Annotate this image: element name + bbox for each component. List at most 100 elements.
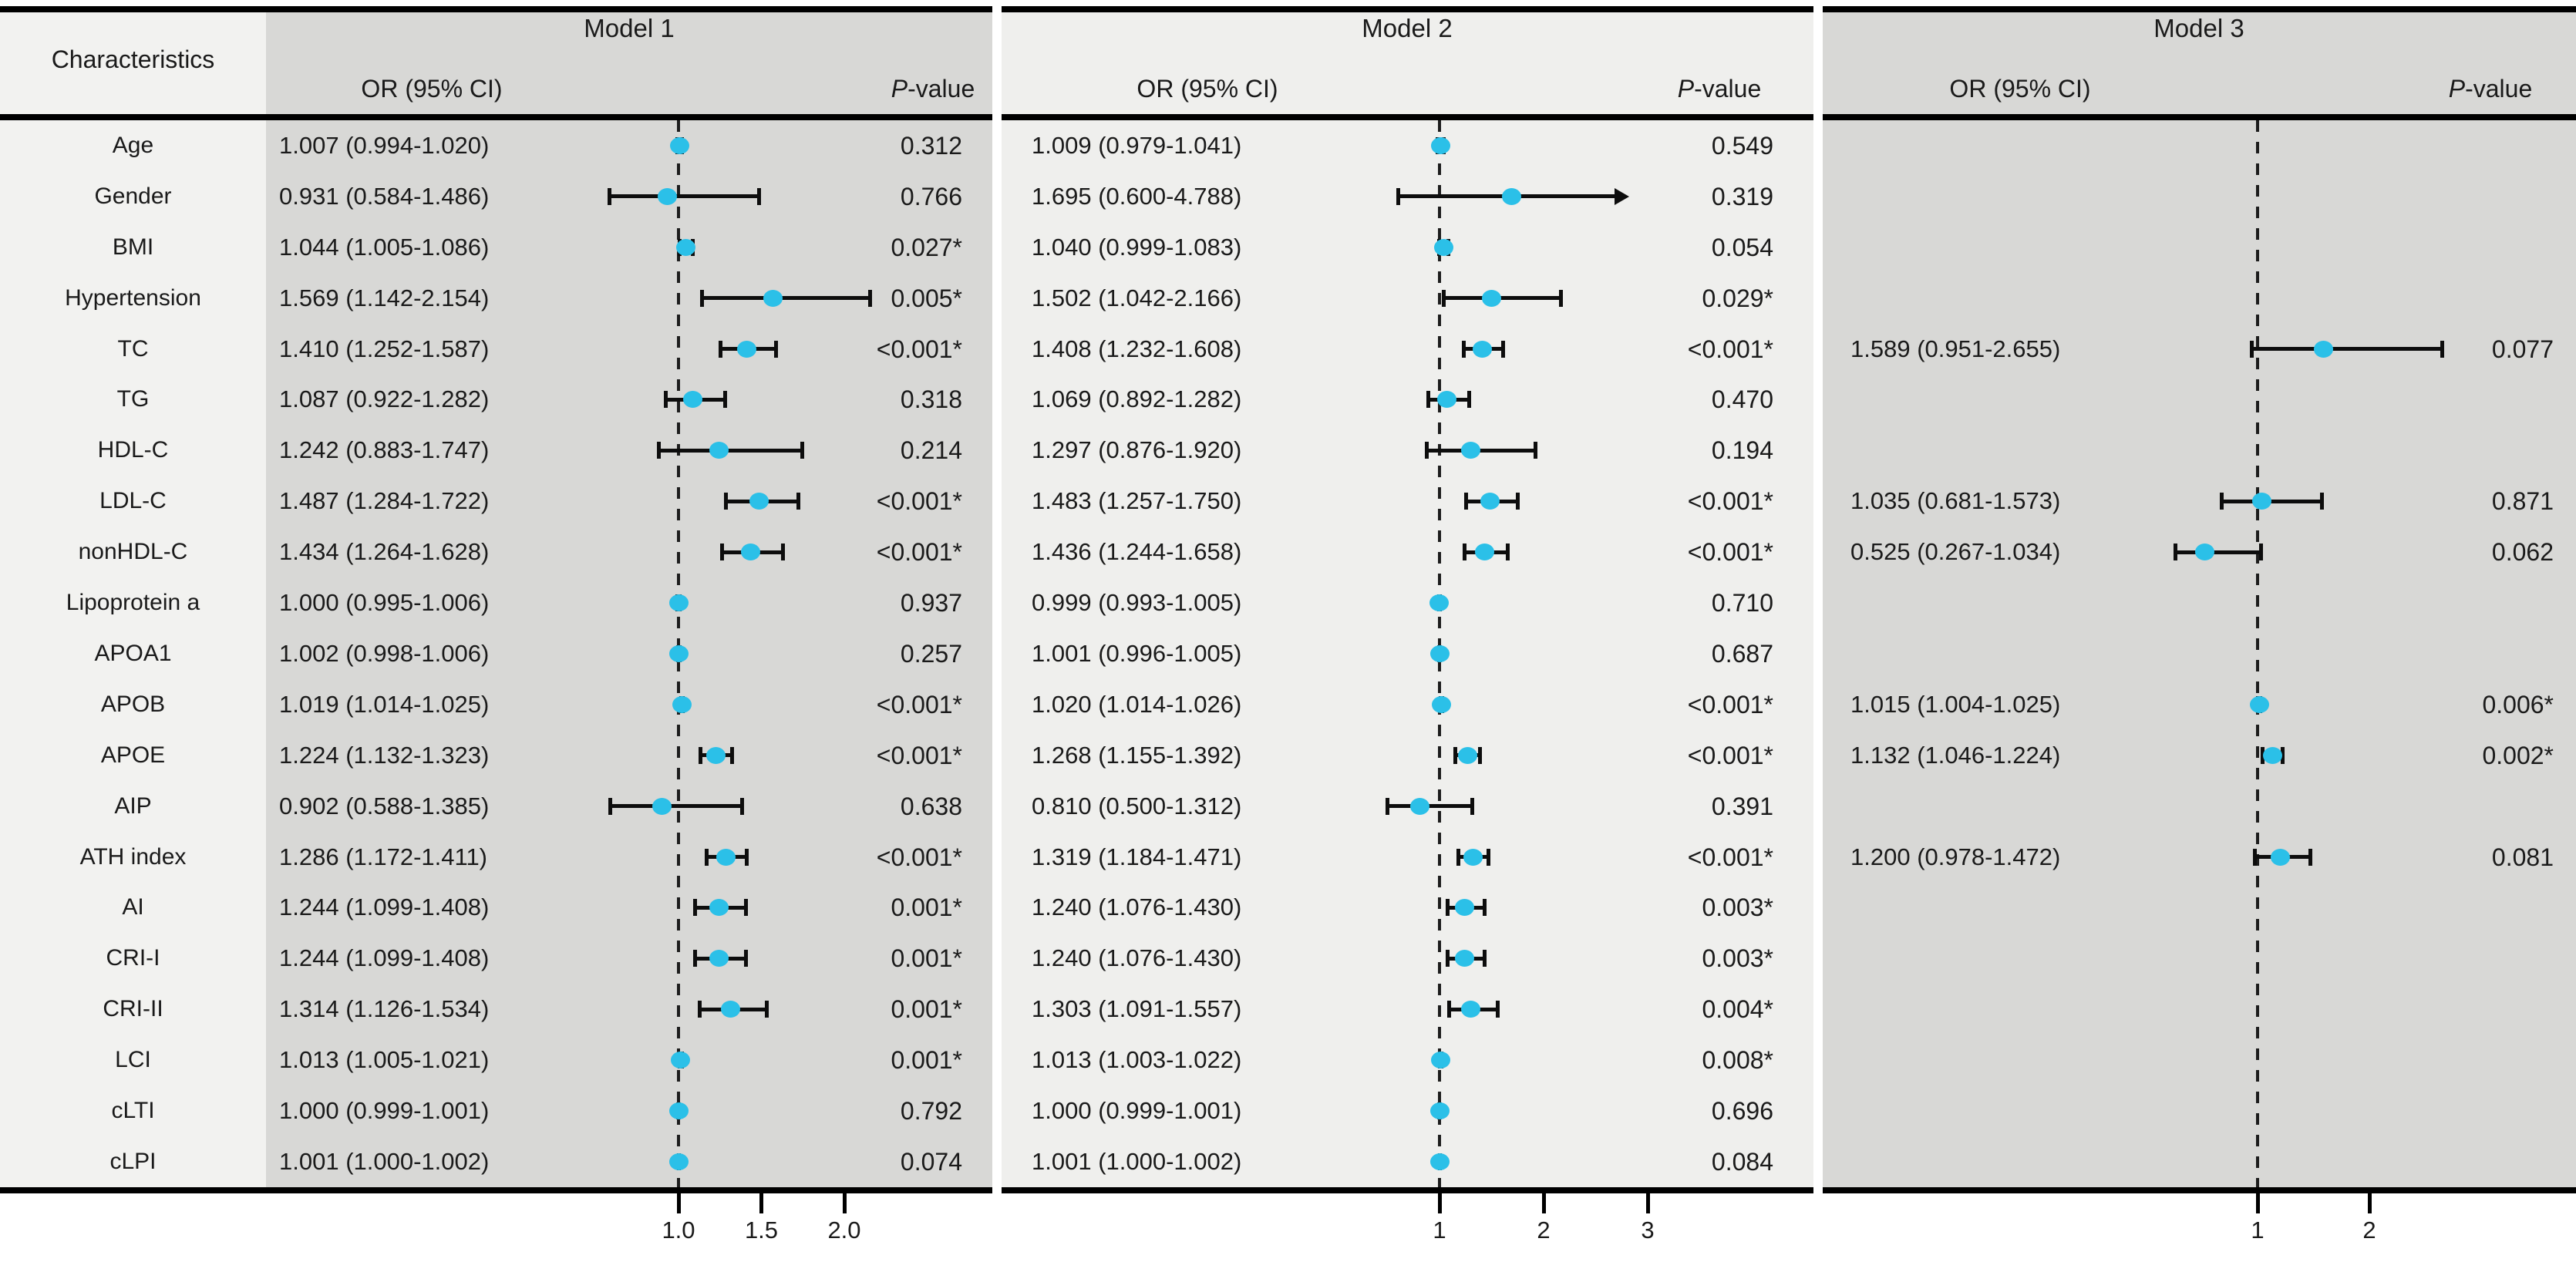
characteristic-label: ATH index — [79, 843, 187, 870]
ci-cap-high — [744, 848, 749, 866]
p-value: 0.001* — [891, 1046, 962, 1075]
characteristic-label: APOA1 — [94, 640, 172, 666]
or-ci-text: 1.268 (1.155-1.392) — [1032, 741, 1242, 769]
or-marker-dot — [1480, 493, 1500, 510]
ci-cap-high — [1466, 391, 1471, 409]
or-marker-dot — [736, 340, 756, 358]
or-ci-text: 1.087 (0.922-1.282) — [279, 385, 490, 413]
ci-cap-low — [2250, 340, 2254, 358]
model3-or-header: OR (95% CI) — [1949, 75, 2091, 103]
axis-tick-label: 3 — [1641, 1217, 1655, 1243]
or-ci-text: 1.483 (1.257-1.750) — [1032, 487, 1242, 515]
ci-cap-high — [1482, 950, 1487, 968]
ci-cap-high — [744, 950, 749, 968]
or-marker-dot — [763, 289, 783, 307]
characteristic-label: LDL-C — [99, 488, 167, 514]
or-marker-dot — [2249, 695, 2269, 713]
characteristics-header: Characteristics — [51, 45, 215, 73]
or-ci-text: 1.436 (1.244-1.658) — [1032, 538, 1242, 566]
ci-cap-high — [1515, 493, 1520, 510]
ci-bar — [2175, 550, 2261, 554]
or-marker-dot — [1436, 391, 1456, 409]
ci-bar — [610, 804, 742, 809]
axis-tick — [676, 1193, 681, 1213]
or-marker-dot — [1431, 1052, 1451, 1069]
ci-cap-low — [700, 289, 705, 307]
p-value: 0.081 — [2491, 843, 2554, 871]
characteristic-label: TC — [117, 335, 149, 362]
ci-cap-high — [800, 442, 805, 459]
or-marker-dot — [709, 899, 729, 917]
ci-cap-high — [765, 1001, 769, 1018]
header-underline — [0, 114, 992, 120]
ci-cap-high — [2308, 848, 2312, 866]
axis-tick — [2367, 1193, 2372, 1213]
or-ci-text: 1.000 (0.995-1.006) — [279, 589, 490, 617]
or-marker-dot — [1409, 797, 1429, 815]
ci-cap-low — [1445, 950, 1450, 968]
or-marker-dot — [2194, 544, 2214, 561]
or-marker-dot — [672, 695, 692, 713]
ci-cap-low — [1386, 797, 1389, 815]
top-border — [1823, 6, 2576, 12]
or-ci-text: 1.589 (0.951-2.655) — [1850, 335, 2061, 362]
characteristic-label: HDL-C — [97, 437, 169, 463]
or-marker-dot — [2262, 746, 2282, 764]
p-value: 0.214 — [900, 436, 962, 465]
ci-cap-low — [2220, 493, 2224, 510]
or-ci-text: 0.525 (0.267-1.034) — [1850, 538, 2061, 566]
or-marker-dot — [652, 797, 672, 815]
p-value: <0.001* — [876, 487, 962, 516]
model2-section-background — [1002, 12, 1813, 1187]
p-value: 0.006* — [2482, 690, 2554, 718]
or-marker-dot — [721, 1001, 740, 1018]
or-ci-text: 1.019 (1.014-1.025) — [279, 690, 490, 718]
ci-cap-high — [1487, 848, 1491, 866]
p-value: 0.937 — [900, 589, 962, 618]
or-ci-text: 1.000 (0.999-1.001) — [1032, 1097, 1242, 1125]
or-marker-dot — [1482, 289, 1502, 307]
ci-cap-low — [698, 746, 702, 764]
or-ci-text: 1.002 (0.998-1.006) — [279, 639, 490, 667]
or-marker-dot — [1457, 746, 1477, 764]
or-ci-text: 1.487 (1.284-1.722) — [279, 487, 490, 515]
or-ci-text: 0.931 (0.584-1.486) — [279, 182, 490, 210]
p-rest: -value — [1694, 75, 1762, 103]
ci-cap-low — [2253, 848, 2258, 866]
p-value: <0.001* — [1687, 690, 1773, 718]
or-ci-text: 1.015 (1.004-1.025) — [1850, 690, 2061, 718]
axis-tick — [759, 1193, 763, 1213]
ci-cap-low — [723, 493, 728, 510]
ci-cap-low — [1446, 1001, 1451, 1018]
p-value: 0.001* — [891, 944, 962, 973]
axis-tick — [842, 1193, 847, 1213]
characteristic-label: AI — [122, 894, 144, 920]
or-marker-dot — [1454, 899, 1474, 917]
or-marker-dot — [668, 644, 689, 662]
ci-cap-low — [697, 1001, 702, 1018]
or-marker-dot — [1454, 950, 1474, 968]
or-marker-dot — [1429, 644, 1450, 662]
or-marker-dot — [1460, 442, 1480, 459]
p-value: 0.312 — [900, 131, 962, 160]
bottom-border-axis-line — [0, 1187, 992, 1193]
or-marker-dot — [2251, 493, 2271, 510]
or-ci-text: 1.001 (1.000-1.002) — [1032, 1147, 1242, 1175]
ci-bar — [1426, 448, 1536, 453]
or-marker-dot — [716, 848, 736, 866]
or-ci-text: 1.009 (0.979-1.041) — [1032, 131, 1242, 159]
or-ci-text: 1.013 (1.003-1.022) — [1032, 1046, 1242, 1074]
model3-header: Model 3 — [2153, 14, 2244, 42]
p-value: <0.001* — [876, 843, 962, 871]
top-border — [0, 6, 992, 12]
or-marker-dot — [668, 1102, 689, 1120]
axis-tick-label: 1 — [2251, 1217, 2265, 1243]
or-ci-text: 0.810 (0.500-1.312) — [1032, 792, 1242, 819]
p-value: 0.638 — [900, 792, 962, 820]
or-ci-text: 0.999 (0.993-1.005) — [1032, 589, 1242, 617]
or-ci-text: 1.001 (1.000-1.002) — [279, 1147, 490, 1175]
or-marker-dot — [2313, 340, 2333, 358]
characteristic-label: AIP — [114, 793, 152, 819]
ci-cap-high — [1482, 899, 1487, 917]
ci-cap-low — [1456, 848, 1461, 866]
